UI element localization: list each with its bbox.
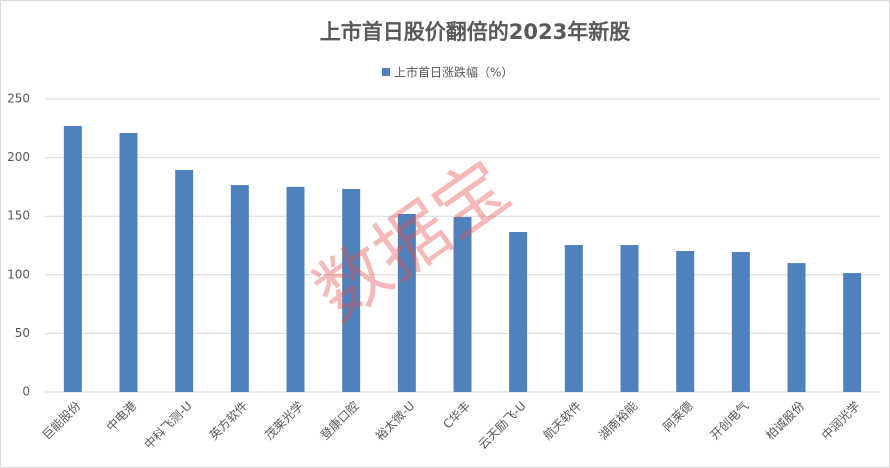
- bar: [63, 125, 82, 393]
- bar: [843, 273, 862, 392]
- legend-swatch: [382, 68, 390, 76]
- bar: [676, 251, 695, 392]
- bar: [731, 251, 750, 392]
- y-tick-label: 150: [7, 209, 30, 223]
- bar: [175, 170, 194, 392]
- y-tick-label: 200: [7, 150, 30, 164]
- y-tick-label: 100: [7, 267, 30, 281]
- bar: [230, 185, 249, 392]
- bar: [564, 245, 583, 392]
- bar: [620, 245, 639, 392]
- bar: [397, 213, 416, 392]
- y-tick-label: 50: [15, 326, 30, 340]
- legend-label: 上市首日涨跌幅（%）: [394, 65, 513, 80]
- bar: [342, 189, 361, 392]
- bar: [119, 132, 138, 392]
- bar: [286, 186, 305, 392]
- bar: [787, 263, 806, 392]
- bar: [453, 217, 472, 392]
- bar: [509, 232, 528, 392]
- y-tick-label: 250: [7, 92, 30, 106]
- chart-title: 上市首日股价翻倍的2023年新股: [320, 20, 630, 44]
- y-tick-label: 0: [22, 385, 30, 399]
